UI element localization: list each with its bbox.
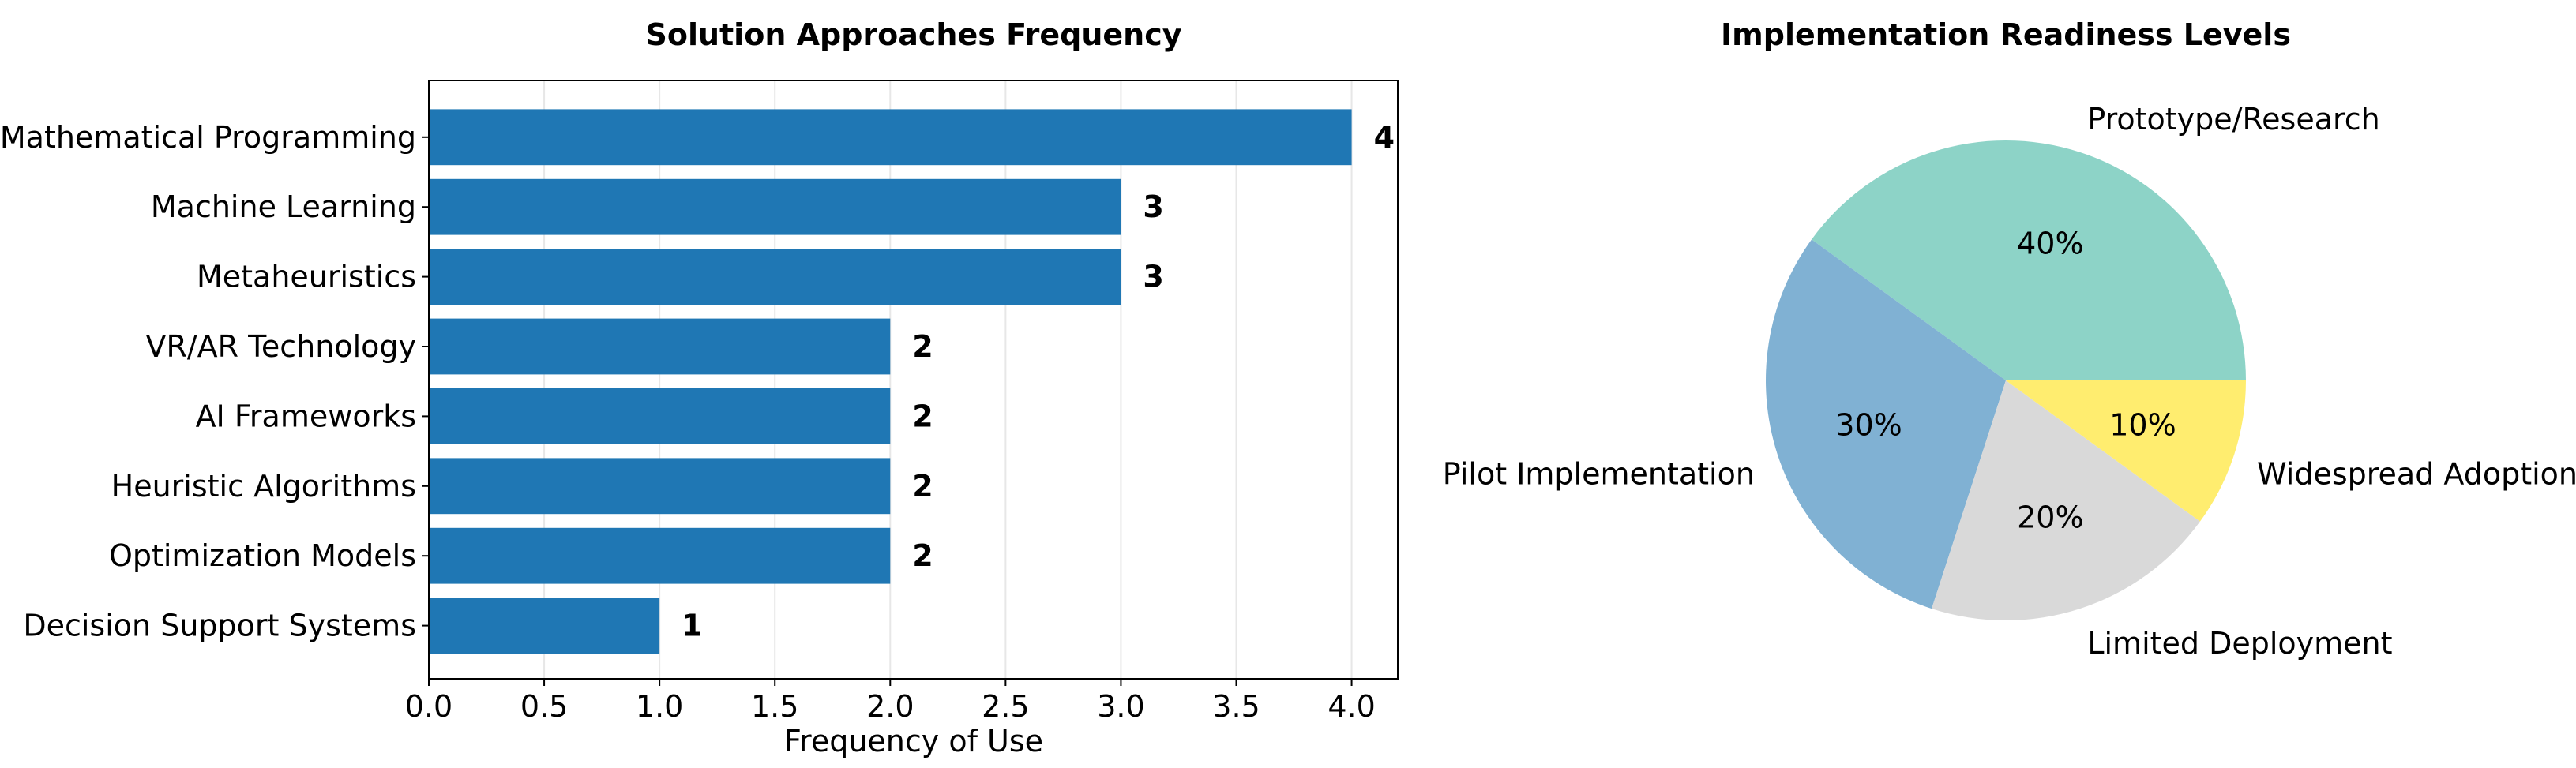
x-tick-label: 3.5 [1212, 689, 1260, 724]
bar-plot-frame [428, 80, 1399, 680]
pie-slices [1766, 140, 2246, 620]
pie-chart: Implementation Readiness Levels Prototyp… [1443, 17, 2576, 661]
x-tick-label: 4.0 [1327, 689, 1375, 724]
x-tick-label: 0.5 [520, 689, 568, 724]
x-tick-label: 2.5 [982, 689, 1029, 724]
pie-slice [2006, 380, 2246, 522]
bar [429, 109, 1352, 166]
pie-labels: Prototype/Research Pilot Implementation Li… [1443, 102, 2576, 661]
pie-percent-label: 30% [1835, 407, 1902, 442]
x-tick-label: 1.0 [636, 689, 683, 724]
y-tick-label: Heuristic Algorithms [111, 469, 416, 504]
bar [429, 527, 891, 584]
pie-slice [1812, 140, 2246, 381]
bar-x-axis-label: Frequency of Use [784, 724, 1043, 759]
bar-value-label: 2 [912, 329, 933, 364]
y-tick-label: Mathematical Programming [0, 120, 416, 155]
bar-y-ticks: Mathematical Programming Machine Learning… [0, 120, 429, 643]
bar [429, 598, 660, 654]
y-tick-label: Decision Support Systems [23, 609, 416, 643]
bar [429, 178, 1121, 235]
bar-value-label: 2 [912, 399, 933, 433]
x-tick-label: 0.0 [405, 689, 452, 724]
bar-series [429, 109, 1352, 654]
pie-category-label: Pilot Implementation [1443, 456, 1755, 491]
pie-category-label: Limited Deployment [2087, 626, 2392, 661]
bar-value-label: 2 [912, 469, 933, 504]
pie-slice [1766, 239, 2006, 609]
x-tick-label: 1.5 [751, 689, 798, 724]
bar-value-label: 2 [912, 538, 933, 573]
bar-value-labels: 4 3 3 2 2 2 2 1 [682, 120, 1395, 643]
bar-value-label: 1 [682, 609, 702, 643]
y-tick-label: Optimization Models [109, 538, 416, 573]
pie-category-label: Prototype/Research [2087, 102, 2379, 137]
pie-category-label: Widespread Adoption [2257, 456, 2576, 491]
pie-percent-label: 40% [2017, 227, 2083, 261]
pie-percent-label: 20% [2017, 500, 2083, 534]
bar-value-label: 3 [1143, 260, 1163, 294]
pie-chart-title: Implementation Readiness Levels [1721, 17, 2291, 52]
pie-slice [1932, 380, 2200, 620]
pie-percent-label: 10% [2109, 407, 2176, 442]
bar-value-label: 4 [1374, 120, 1395, 155]
bar [429, 249, 1121, 305]
bar [429, 458, 891, 515]
bar-gridlines [428, 81, 1353, 679]
y-tick-label: VR/AR Technology [145, 329, 416, 364]
x-tick-label: 3.0 [1097, 689, 1144, 724]
x-tick-label: 2.0 [866, 689, 914, 724]
bar [429, 318, 891, 375]
y-tick-label: Machine Learning [151, 189, 416, 224]
bar [429, 388, 891, 444]
bar-x-ticks: 0.0 0.5 1.0 1.5 2.0 2.5 3.0 3.5 4.0 [405, 679, 1376, 724]
pie-percent-labels: 40% 30% 20% 10% [1835, 227, 2176, 535]
y-tick-label: Metaheuristics [197, 260, 416, 294]
y-tick-label: AI Frameworks [196, 399, 416, 433]
bar-value-label: 3 [1143, 189, 1163, 224]
bar-chart: Solution Approaches Frequency 4 3 3 2 2 2 2 1 0… [0, 17, 1399, 759]
bar-chart-title: Solution Approaches Frequency [645, 17, 1181, 52]
